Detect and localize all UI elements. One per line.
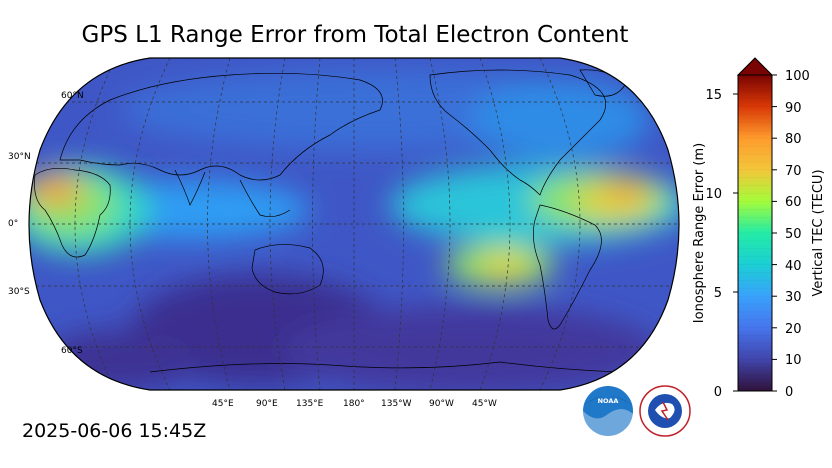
coast-north-america — [429, 69, 606, 196]
right-tick-100: 100 — [785, 69, 810, 84]
right-tick-70: 70 — [785, 164, 802, 179]
right-tick-40: 40 — [785, 259, 802, 274]
right-tick-0: 0 — [785, 385, 793, 400]
colorbar: 0 10 20 30 40 50 60 70 80 90 100 0 5 10 … — [692, 57, 826, 400]
lat-label-30n: 30°N — [8, 152, 31, 162]
noaa-logo-text: NOAA — [598, 397, 619, 405]
tec-north-mid-2 — [470, 80, 650, 160]
lon-label-180: 180° — [343, 399, 365, 409]
lat-label-0: 0° — [8, 219, 18, 229]
left-tick-10: 10 — [705, 187, 722, 202]
lon-label-135w: 135°W — [381, 399, 412, 409]
colorbar-right-label: Vertical TEC (TECU) — [811, 169, 826, 296]
lon-line-135w — [394, 58, 404, 390]
colorbar-extend-triangle — [736, 57, 774, 76]
left-tick-0: 0 — [714, 385, 722, 400]
coast-south-america — [533, 204, 602, 330]
right-tick-50: 50 — [785, 227, 802, 242]
right-tick-60: 60 — [785, 195, 802, 210]
lat-label-60s: 60°S — [61, 346, 83, 356]
colorbar-left-ticks — [733, 93, 738, 392]
map-globe — [29, 58, 679, 390]
tec-southern-low-3 — [40, 330, 200, 390]
tec-southern-low-2 — [280, 305, 660, 390]
lat-label-30s: 30°S — [8, 287, 30, 297]
lon-line-45e — [207, 58, 231, 390]
lon-line-90e-west — [74, 69, 111, 381]
lon-line-45w — [479, 58, 511, 390]
lon-label-90e: 90°E — [256, 399, 278, 409]
right-tick-80: 80 — [785, 132, 802, 147]
left-tick-15: 15 — [705, 88, 722, 103]
lon-label-45w: 45°W — [472, 399, 497, 409]
lon-line-90w — [429, 58, 451, 390]
lon-label-135e: 135°E — [296, 399, 324, 409]
graticule — [29, 58, 679, 390]
lon-label-90w: 90°W — [429, 399, 454, 409]
tec-peak-pacific-2 — [603, 180, 647, 200]
right-tick-10: 10 — [785, 353, 802, 368]
coast-se-asia — [239, 179, 291, 217]
lat-label-60n: 60°N — [61, 91, 84, 101]
coastlines — [34, 69, 626, 373]
left-tick-5: 5 — [714, 286, 722, 301]
tec-peak-africa — [29, 174, 83, 206]
coast-australia — [251, 244, 324, 295]
map-outline — [28, 57, 680, 391]
colorbar-left-label: Ionosphere Range Error (m) — [692, 143, 707, 323]
right-tick-90: 90 — [785, 101, 802, 116]
colorbar-right-ticks — [772, 74, 777, 392]
lon-line-135e — [312, 58, 321, 390]
right-tick-20: 20 — [785, 322, 802, 337]
lon-label-45e: 45°E — [212, 399, 234, 409]
lon-line-90e — [269, 58, 286, 390]
coast-europe-asia — [59, 72, 383, 181]
nws-logo — [639, 385, 691, 437]
timestamp: 2025-06-06 15:45Z — [22, 420, 207, 442]
coast-antarctica — [149, 361, 621, 373]
colorbar-fill — [738, 75, 772, 391]
colorbar-bands — [738, 82, 772, 384]
noaa-logo: NOAA — [582, 386, 633, 438]
page-title: GPS L1 Range Error from Total Electron C… — [81, 22, 629, 48]
right-tick-30: 30 — [785, 290, 802, 305]
tec-peak-samerica — [477, 253, 533, 277]
coast-india — [174, 169, 206, 206]
coast-africa — [34, 168, 111, 258]
